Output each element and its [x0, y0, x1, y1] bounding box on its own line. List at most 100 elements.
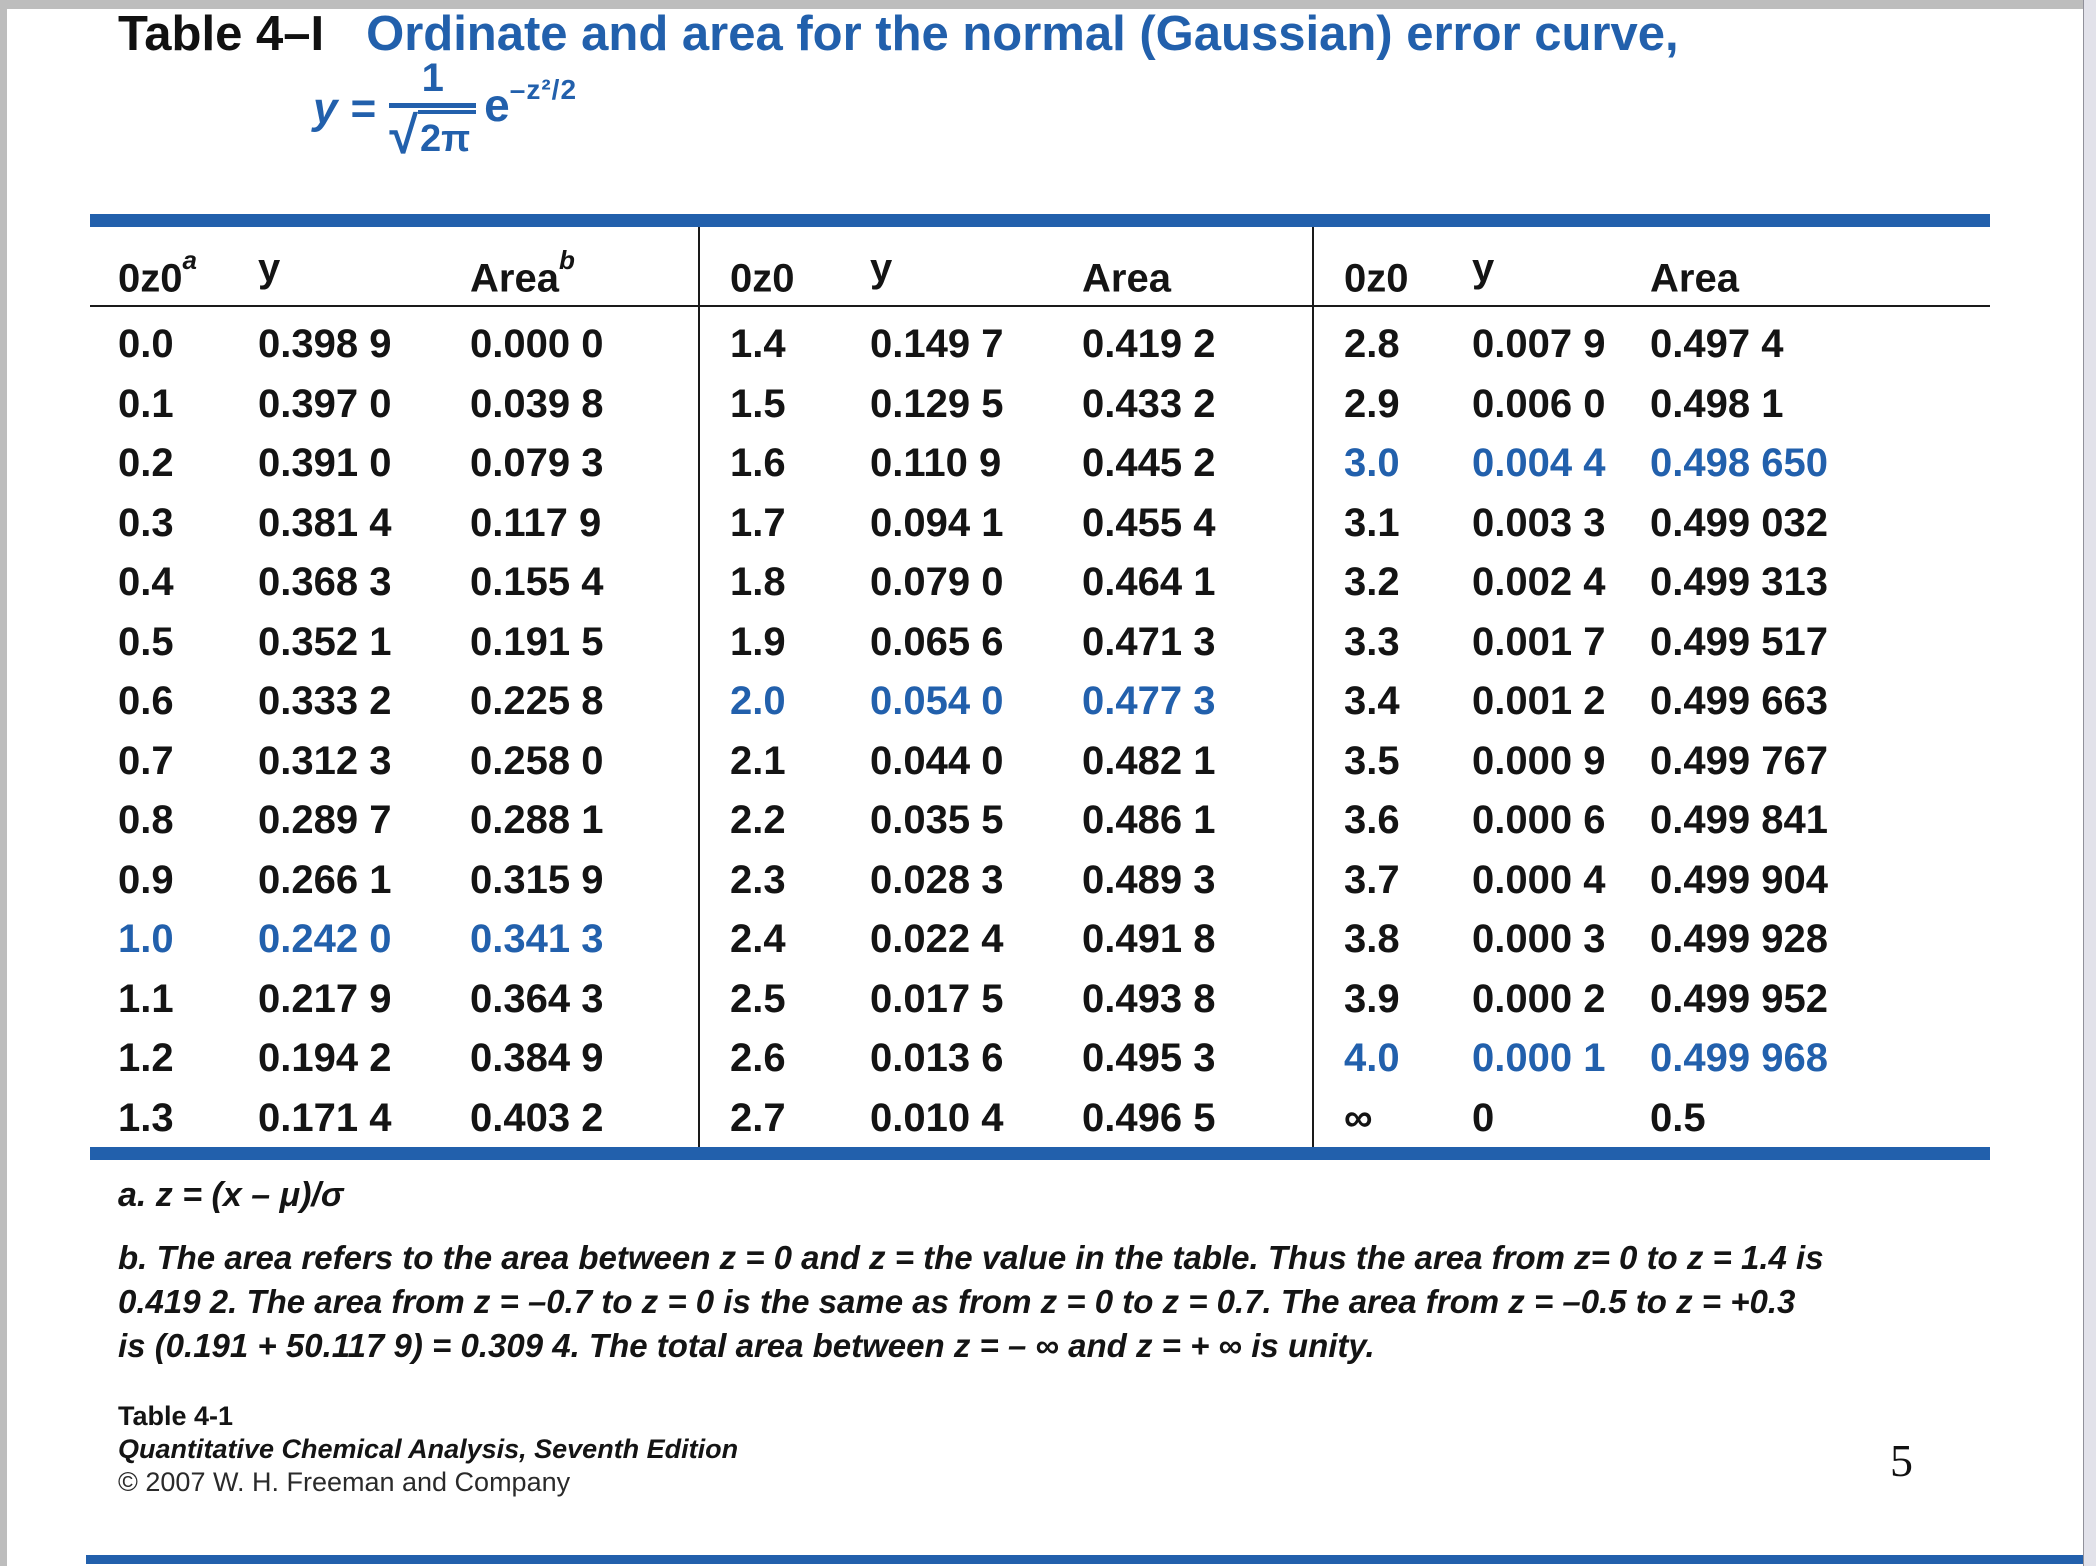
window-left-border — [0, 0, 7, 1566]
area-value: 0.000 0 — [470, 322, 604, 366]
table-row: 3.9 0.000 2 0.499 952 — [1316, 970, 1988, 1030]
y-value: 0.000 6 — [1472, 798, 1606, 842]
z-value: 1.4 — [730, 322, 786, 366]
z-value: 1.5 — [730, 381, 786, 426]
z-value: 3.7 — [1344, 857, 1400, 902]
table-row: 2.2 0.035 5 0.486 1 — [702, 791, 1310, 851]
footnote-b-line-1: b. The area refers to the area between z… — [118, 1239, 1824, 1276]
column-divider-1 — [698, 227, 700, 1147]
header-underline — [90, 305, 1990, 307]
area-value: 0.039 8 — [470, 381, 604, 426]
z-value: 2.7 — [730, 1095, 786, 1140]
area-value: 0.155 4 — [470, 560, 604, 604]
y-value: 0.242 0 — [258, 917, 392, 961]
table-row: 0.2 0.391 0 0.079 3 — [90, 434, 696, 494]
table-row: 0.8 0.289 7 0.288 1 — [90, 791, 696, 851]
fraction-numerator: 1 — [421, 56, 444, 100]
exponential-term: e–z²/2 — [484, 74, 577, 132]
area-value: 0.499 928 — [1650, 917, 1828, 961]
y-column-header: y — [1472, 236, 1650, 310]
z-value: 0.8 — [118, 798, 174, 842]
window-top-border — [0, 0, 2096, 9]
scrollbar-track[interactable] — [2083, 0, 2096, 1566]
table-row: 0.7 0.312 3 0.258 0 — [90, 732, 696, 792]
y-value: 0.079 0 — [870, 560, 1004, 604]
area-value: 0.079 3 — [470, 441, 604, 485]
area-value: 0.499 952 — [1650, 976, 1828, 1021]
table-header-row: 0z0 y Area — [702, 236, 1310, 304]
y-value: 0.035 5 — [870, 798, 1004, 842]
table-row: 2.0 0.054 0 0.477 3 — [702, 672, 1310, 732]
y-value: 0.194 2 — [258, 1036, 392, 1080]
area-header-label: Area — [1082, 256, 1171, 301]
area-value: 0.191 5 — [470, 619, 604, 664]
z-value: ∞ — [1344, 1095, 1373, 1140]
y-header-label: y — [258, 246, 281, 290]
y-value: 0.266 1 — [258, 857, 392, 902]
footnote-a: a. z = (x – μ)/σ — [118, 1176, 344, 1214]
z-column-header: 0z0 — [730, 236, 870, 310]
area-header-label: Area — [1650, 256, 1739, 301]
z-value: 4.0 — [1344, 1036, 1400, 1080]
caption-book-title: Quantitative Chemical Analysis, Seventh … — [118, 1434, 739, 1464]
y-column-header: y — [870, 236, 1082, 310]
area-value: 0.489 3 — [1082, 857, 1216, 902]
fraction-denominator: √ 2π — [389, 110, 477, 162]
y-column-header: y — [258, 236, 470, 310]
y-value: 0.002 4 — [1472, 560, 1606, 604]
table-row: 2.6 0.013 6 0.495 3 — [702, 1029, 1310, 1089]
z-value: 1.1 — [118, 976, 174, 1021]
area-header-label: Area — [470, 256, 559, 301]
formula-fraction: 1 √ 2π — [389, 56, 477, 162]
area-value: 0.498 1 — [1650, 381, 1784, 426]
z-column-header: 0z0 — [1344, 236, 1472, 310]
y-value: 0.028 3 — [870, 857, 1004, 902]
table-row: 1.9 0.065 6 0.471 3 — [702, 613, 1310, 673]
z-value: 3.0 — [1344, 441, 1400, 485]
z-value: 1.7 — [730, 500, 786, 545]
z-value: 1.0 — [118, 917, 174, 961]
table-group-2: 0z0 y Area 1.4 0.149 7 0.419 2 1.5 0.129 5 0.… — [702, 236, 1310, 1148]
area-value: 0.499 032 — [1650, 500, 1828, 545]
table-bottom-rule — [90, 1147, 1990, 1160]
y-value: 0.000 9 — [1472, 738, 1606, 783]
z-value: 2.3 — [730, 857, 786, 902]
table-group-3: 0z0 y Area 2.8 0.007 9 0.497 4 2.9 0.006 0 0.… — [1316, 236, 1988, 1148]
table-number-label: Table 4–I — [118, 7, 325, 61]
z-value: 1.6 — [730, 441, 786, 485]
y-value: 0.129 5 — [870, 381, 1004, 426]
y-value: 0.022 4 — [870, 917, 1004, 961]
z-value: 3.9 — [1344, 976, 1400, 1021]
area-value: 0.498 650 — [1650, 441, 1828, 485]
fraction-bar — [389, 103, 477, 108]
table-row: 2.4 0.022 4 0.491 8 — [702, 910, 1310, 970]
y-value: 0.003 3 — [1472, 500, 1606, 545]
table-body: 2.8 0.007 9 0.497 4 2.9 0.006 0 0.498 1 3.0 0.0… — [1316, 315, 1988, 1148]
y-value: 0.006 0 — [1472, 381, 1606, 426]
z-header-label: 0z0 — [730, 256, 795, 301]
table-group-1: 0z0a y Areab 0.0 0.398 9 0.000 0 0.1 0.397 0… — [90, 236, 696, 1148]
caption-table-number: Table 4-1 — [118, 1401, 234, 1431]
formula-lhs: y = — [313, 84, 376, 133]
y-value: 0.001 7 — [1472, 619, 1606, 664]
y-value: 0.368 3 — [258, 560, 392, 604]
footnote-b: b. The area refers to the area between z… — [118, 1236, 1824, 1368]
exp-exponent: –z²/2 — [509, 73, 578, 105]
table-row: 3.4 0.001 2 0.499 663 — [1316, 672, 1988, 732]
table-row: 3.1 0.003 3 0.499 032 — [1316, 494, 1988, 554]
table-row: 3.2 0.002 4 0.499 313 — [1316, 553, 1988, 613]
table-title-text: Ordinate and area for the normal (Gaussi… — [366, 7, 1679, 61]
area-value: 0.384 9 — [470, 1036, 604, 1080]
y-value: 0.010 4 — [870, 1095, 1004, 1140]
z-value: 2.6 — [730, 1036, 786, 1080]
y-value: 0.000 1 — [1472, 1036, 1606, 1080]
y-value: 0.007 9 — [1472, 322, 1606, 366]
area-column-header: Area — [1082, 236, 1310, 310]
table-row: 0.5 0.352 1 0.191 5 — [90, 613, 696, 673]
area-value: 0.482 1 — [1082, 738, 1216, 783]
area-value: 0.419 2 — [1082, 322, 1216, 366]
table-row: 1.5 0.129 5 0.433 2 — [702, 375, 1310, 435]
z-header-label: 0z0 — [1344, 256, 1409, 301]
table-row: 3.7 0.000 4 0.499 904 — [1316, 851, 1988, 911]
area-value: 0.499 767 — [1650, 738, 1828, 783]
